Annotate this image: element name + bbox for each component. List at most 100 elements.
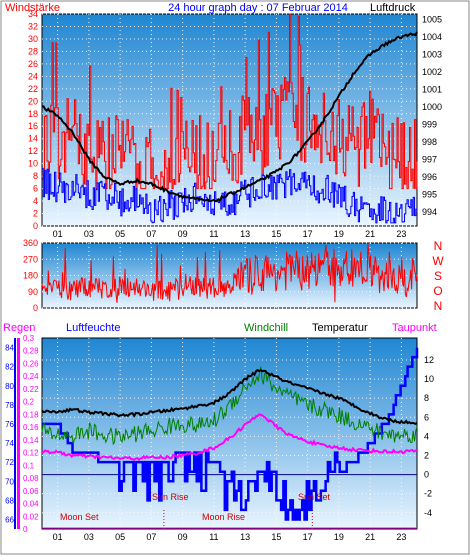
- humidity-ytick-70: 70: [5, 477, 14, 486]
- moon-set-label: Moon Set: [60, 512, 99, 522]
- wind-xtick-01: 01: [53, 229, 63, 239]
- series-temperature-line: [41, 368, 418, 426]
- series-gust-line: [42, 13, 418, 190]
- pressure-ytick-1000: 1000: [422, 102, 442, 112]
- sun-set-label: Sun Set: [298, 492, 331, 502]
- wind-ytick-12: 12: [28, 146, 38, 156]
- direction-compass-2: S: [434, 269, 442, 283]
- direction-ytick-270: 270: [23, 254, 38, 264]
- pressure-ytick-995: 995: [422, 189, 437, 199]
- wind-ytick-14: 14: [28, 134, 38, 144]
- pressure-title: Luftdruck: [370, 2, 416, 14]
- sun-rise-label: Sun Rise: [152, 492, 189, 502]
- wind-ytick-30: 30: [28, 34, 38, 44]
- temp-ytick-2: 2: [424, 450, 429, 460]
- rain-ytick-0.2: 0.2: [23, 398, 35, 407]
- rain-ytick-0.1: 0.1: [23, 461, 35, 470]
- wind-ytick-34: 34: [28, 9, 38, 19]
- temp-xtick-09: 09: [178, 532, 188, 542]
- temp-xtick-17: 17: [303, 532, 313, 542]
- rain-ytick-0.08: 0.08: [23, 474, 39, 483]
- rain-ytick-0.22: 0.22: [23, 385, 39, 394]
- humidity-ytick-78: 78: [5, 401, 14, 410]
- series-humidity-line: [42, 347, 419, 521]
- wind-ytick-10: 10: [28, 159, 38, 169]
- temp-xtick-05: 05: [115, 532, 125, 542]
- temp-ytick-12: 12: [424, 355, 434, 365]
- series-windchill-line: [41, 366, 418, 446]
- rain-ytick-0.04: 0.04: [23, 500, 39, 509]
- humidity-axis-bar: [14, 338, 16, 529]
- humidity-ytick-84: 84: [5, 344, 14, 353]
- pressure-ytick-998: 998: [422, 137, 437, 147]
- wind-ytick-26: 26: [28, 59, 38, 69]
- rain-ytick-0.24: 0.24: [23, 372, 39, 381]
- direction-compass-1: W: [432, 254, 444, 268]
- wind-ytick-2: 2: [33, 209, 38, 219]
- wind-ytick-0: 0: [33, 221, 38, 231]
- humidity-ytick-82: 82: [5, 363, 14, 372]
- legend-rain: Regen: [3, 322, 35, 334]
- temperature-humidity-panel: 848280787674727068660.30.280.260.240.220…: [5, 334, 434, 542]
- wind-xtick-19: 19: [334, 229, 344, 239]
- pressure-ytick-1005: 1005: [422, 14, 442, 24]
- wind-pressure-panel: 3432302826242220181614121086420100510041…: [28, 9, 442, 239]
- wind-title: Windstärke: [5, 2, 60, 14]
- series-dewpoint-line: [42, 413, 418, 462]
- pressure-ytick-1001: 1001: [422, 84, 442, 94]
- rain-ytick-0.06: 0.06: [23, 487, 39, 496]
- pressure-ytick-996: 996: [422, 172, 437, 182]
- temp-xtick-21: 21: [365, 532, 375, 542]
- temp-ytick-10: 10: [424, 374, 434, 384]
- wind-xtick-21: 21: [365, 229, 375, 239]
- series-pressure-line: [41, 31, 418, 203]
- legend-windchill: Windchill: [244, 322, 288, 334]
- humidity-ytick-68: 68: [5, 496, 14, 505]
- rain-axis-bar: [17, 338, 20, 529]
- series-wind-avg-line: [42, 167, 418, 224]
- rain-ytick-0.18: 0.18: [23, 410, 39, 419]
- wind-xtick-15: 15: [271, 229, 281, 239]
- wind-xtick-07: 07: [146, 229, 156, 239]
- rain-ytick-0.26: 0.26: [23, 359, 39, 368]
- rain-ytick-0.12: 0.12: [23, 449, 39, 458]
- chart-title: 24 hour graph day : 07 Februar 2014: [168, 2, 348, 14]
- wind-ytick-16: 16: [28, 121, 38, 131]
- temp-ytick-8: 8: [424, 393, 429, 403]
- wind-xtick-03: 03: [84, 229, 94, 239]
- wind-ytick-22: 22: [28, 84, 38, 94]
- temp-xtick-07: 07: [146, 532, 156, 542]
- legend-humidity: Luftfeuchte: [66, 322, 120, 334]
- legend-temperature: Temperatur: [312, 322, 368, 334]
- wind-ytick-18: 18: [28, 109, 38, 119]
- pressure-ytick-1002: 1002: [422, 67, 442, 77]
- pressure-ytick-1004: 1004: [422, 32, 442, 42]
- humidity-ytick-76: 76: [5, 420, 14, 429]
- temp-plot-area: [41, 337, 418, 530]
- legend-dewpoint: Taupunkt: [392, 322, 437, 334]
- temp-ytick-6: 6: [424, 412, 429, 422]
- rain-ytick-0.02: 0.02: [23, 512, 39, 521]
- direction-compass-3: O: [433, 284, 442, 298]
- wind-ytick-20: 20: [28, 96, 38, 106]
- temp-xtick-15: 15: [271, 532, 281, 542]
- temp-xtick-11: 11: [209, 532, 218, 542]
- wind-xtick-05: 05: [115, 229, 125, 239]
- wind-xtick-23: 23: [396, 229, 406, 239]
- pressure-ytick-997: 997: [422, 154, 437, 164]
- direction-compass-0: N: [434, 239, 443, 253]
- temp-ytick-0: 0: [424, 470, 429, 480]
- temp-xtick-19: 19: [334, 532, 344, 542]
- rain-ytick-0.28: 0.28: [23, 347, 39, 356]
- direction-ytick-0: 0: [33, 303, 38, 313]
- temp-ytick--4: -4: [424, 508, 432, 518]
- wind-xtick-13: 13: [240, 229, 250, 239]
- rain-ytick-0.3: 0.3: [23, 334, 35, 343]
- wind-xtick-17: 17: [303, 229, 313, 239]
- direction-ytick-90: 90: [28, 287, 38, 297]
- wind-ytick-4: 4: [33, 196, 38, 206]
- humidity-ytick-74: 74: [5, 439, 14, 448]
